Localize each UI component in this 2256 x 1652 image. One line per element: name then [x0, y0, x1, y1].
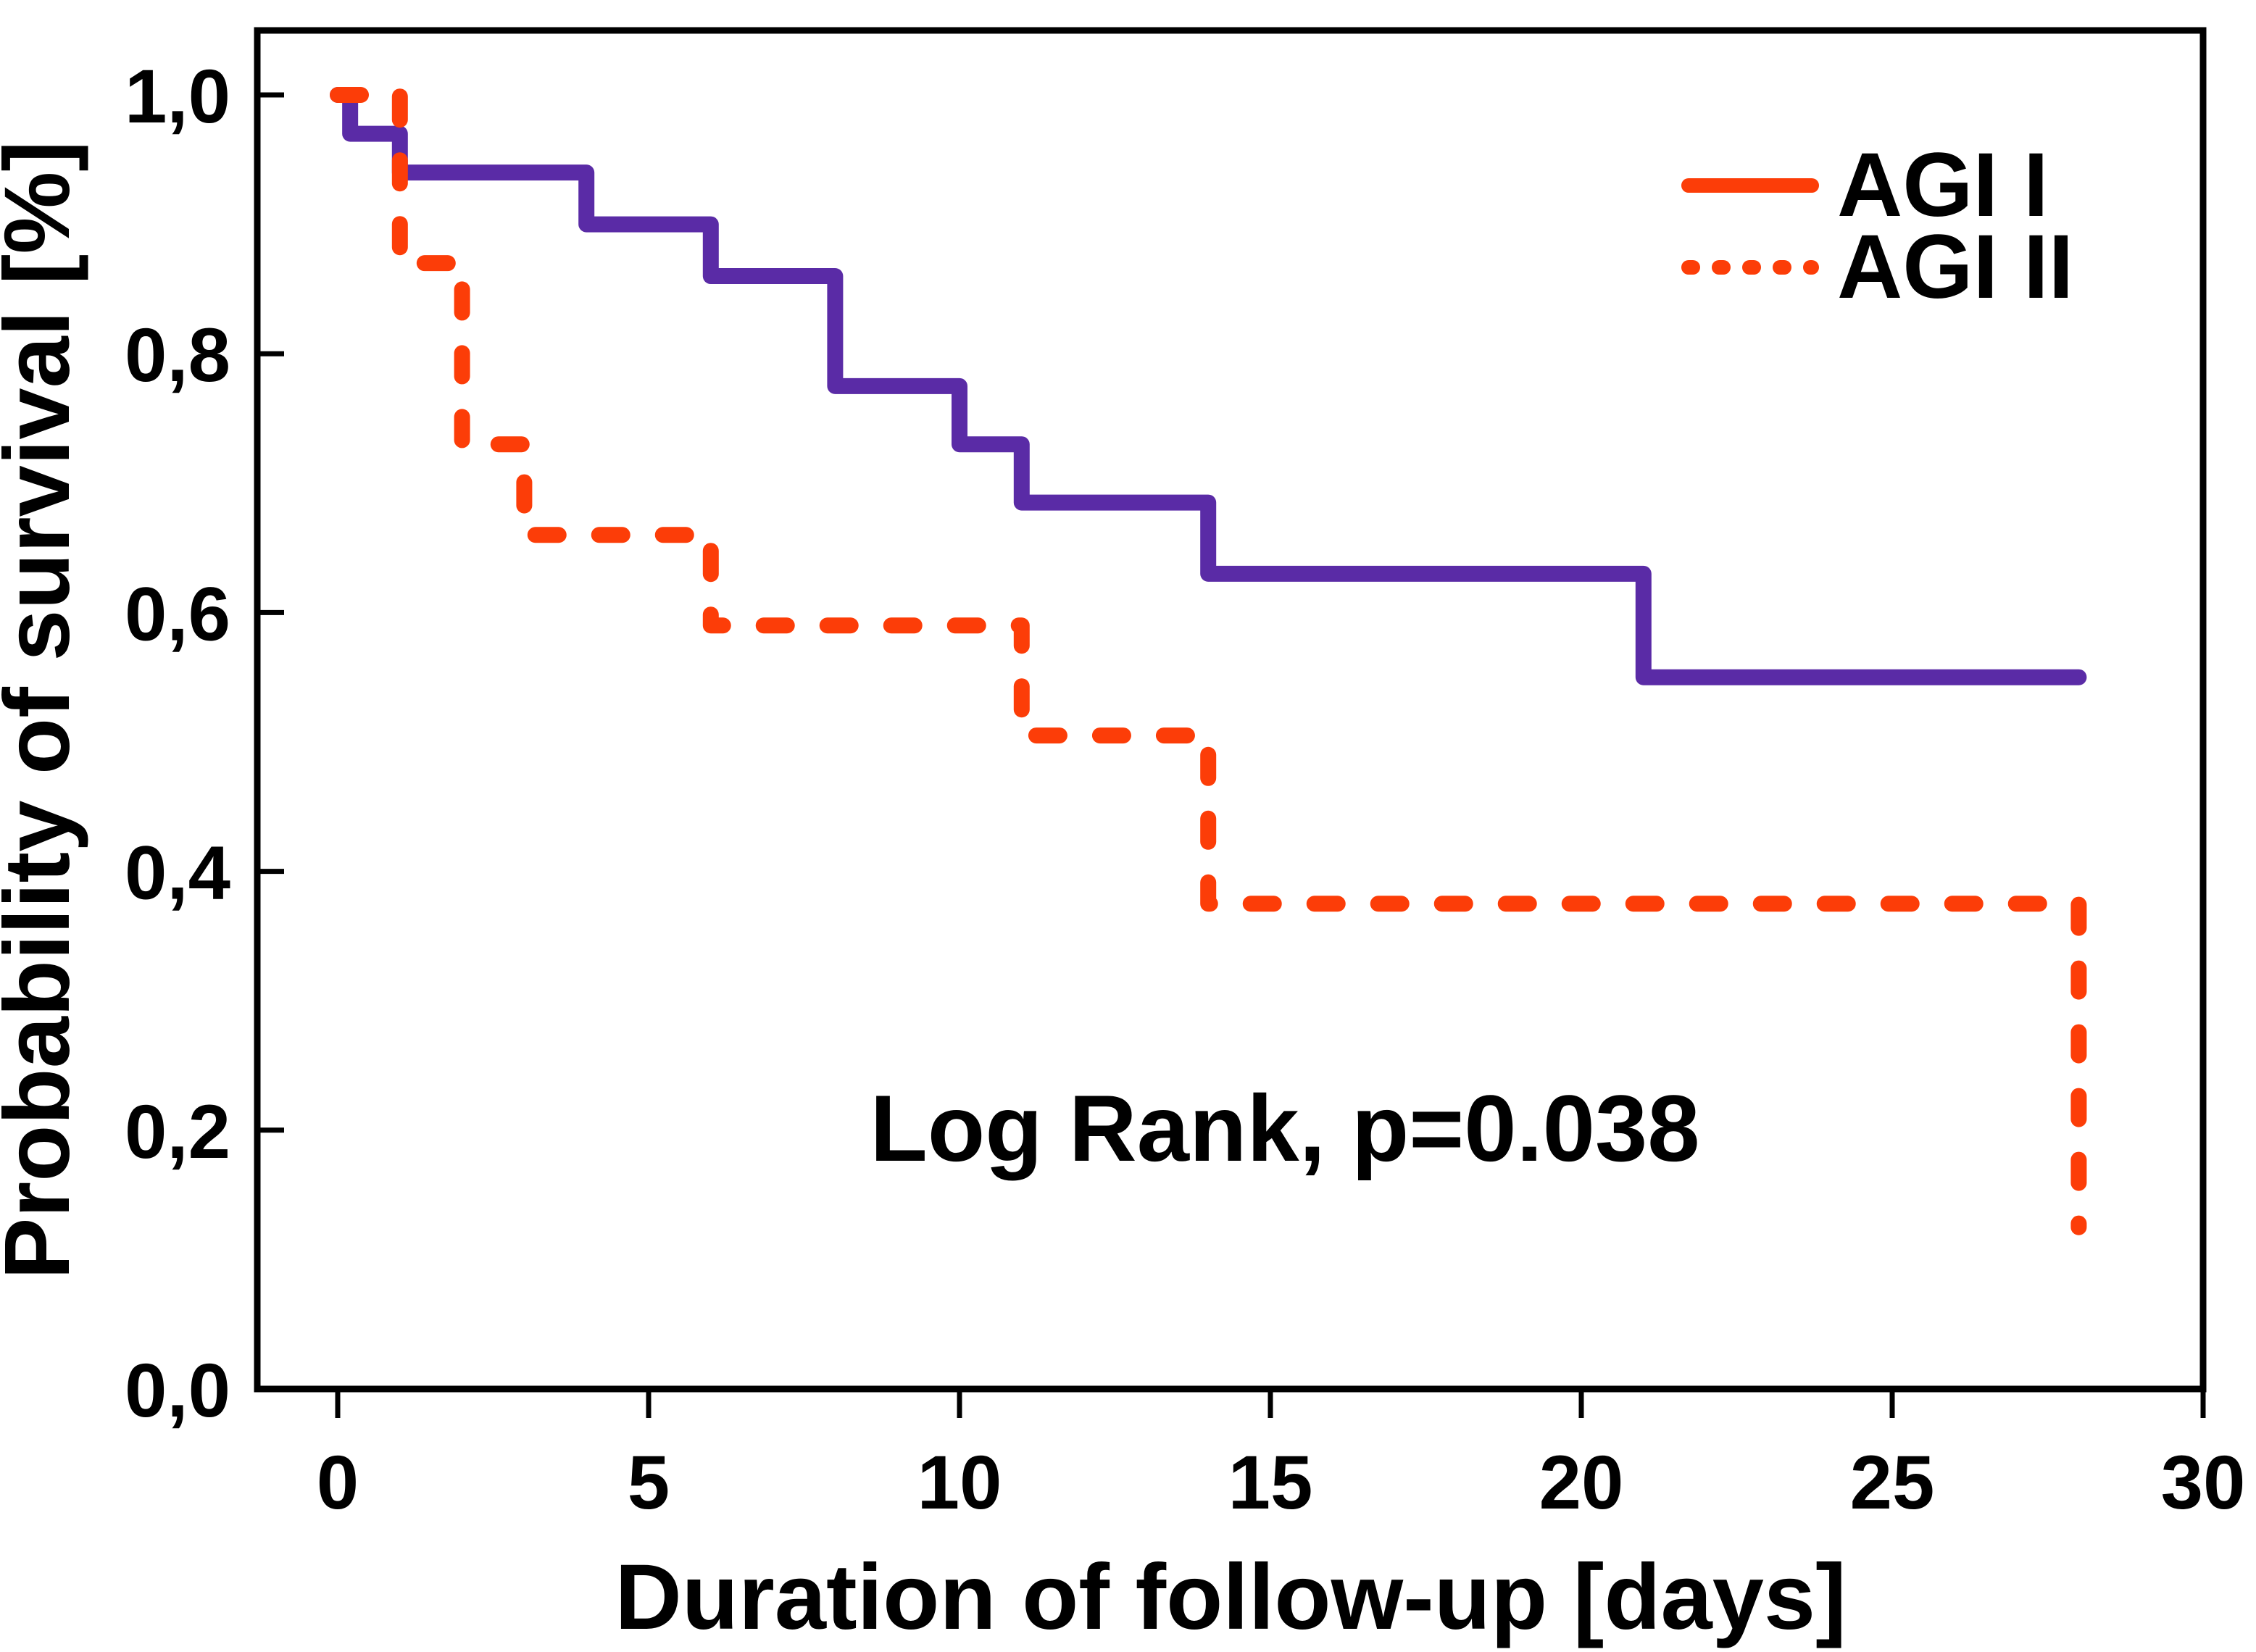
y-tick-label-0,8: 0,8: [125, 313, 230, 398]
curve-agi-i: [330, 87, 2087, 685]
curve-agi-ii: [330, 87, 2087, 1235]
plot-area: 0 5 10 15 20 25 30 0,0 0,2 0,4 0,6 0,8 1,0: [125, 27, 2246, 1525]
x-tick-label-15: 15: [1228, 1440, 1313, 1525]
x-tick-label-0: 0: [317, 1440, 359, 1525]
legend-label-agi-2: AGI II: [1837, 217, 2073, 317]
legend-label-agi-1: AGI I: [1837, 135, 2049, 235]
x-tick-label-25: 25: [1850, 1440, 1935, 1525]
x-tick-label-30: 30: [2161, 1440, 2246, 1525]
x-tick-label-5: 5: [628, 1440, 670, 1525]
x-tick-label-20: 20: [1539, 1440, 1624, 1525]
y-tick-label-0,4: 0,4: [125, 831, 230, 916]
y-tick-label-0,2: 0,2: [125, 1090, 230, 1175]
x-axis-title: Duration of follow-up [days]: [615, 1545, 1846, 1649]
legend: AGI I AGI II: [1681, 135, 2073, 317]
y-tick-label-1,0: 1,0: [125, 54, 230, 139]
y-tick-label-0,6: 0,6: [125, 572, 230, 656]
x-tick-label-10: 10: [917, 1440, 1002, 1525]
y-tick-label-0,0: 0,0: [125, 1348, 230, 1433]
y-axis-title: Probability of survival [%]: [0, 141, 89, 1280]
log-rank-annotation: Log Rank, p=0.038: [870, 1075, 1699, 1181]
plot-frame: [254, 27, 2207, 1393]
